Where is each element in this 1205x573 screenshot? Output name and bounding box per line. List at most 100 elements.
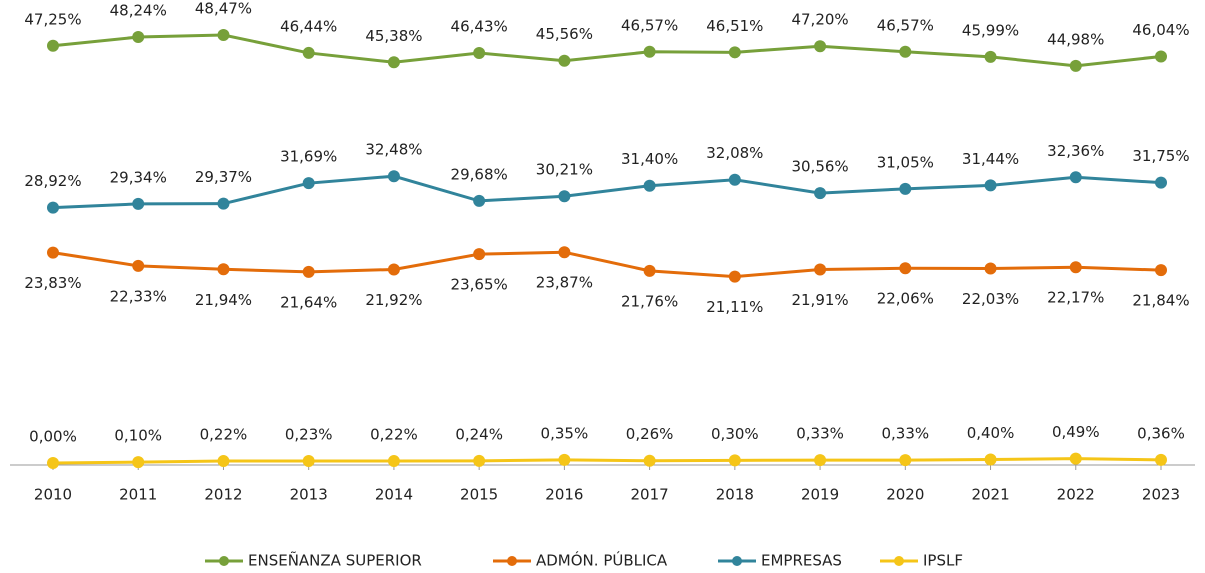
- data-point: [814, 454, 827, 467]
- data-label: 0,33%: [796, 425, 844, 443]
- data-point: [473, 194, 486, 207]
- data-label: 46,44%: [280, 17, 337, 35]
- data-label: 31,69%: [280, 148, 337, 166]
- data-point: [47, 246, 59, 259]
- data-label: 48,47%: [195, 0, 252, 18]
- data-point: [1155, 50, 1167, 63]
- x-tick-label: 2018: [716, 486, 754, 504]
- data-point: [643, 264, 656, 277]
- x-tick-label: 2019: [801, 486, 839, 504]
- data-point: [387, 263, 400, 276]
- x-tick-label: 2013: [290, 486, 328, 504]
- data-label: 22,33%: [110, 287, 167, 305]
- data-point: [984, 453, 997, 466]
- data-point: [217, 263, 230, 276]
- data-label: 31,05%: [877, 153, 934, 171]
- data-label: 23,87%: [536, 274, 593, 292]
- data-label: 29,37%: [195, 168, 252, 186]
- data-label: 46,57%: [877, 16, 934, 34]
- data-point: [1069, 59, 1082, 72]
- data-point: [387, 455, 400, 468]
- data-point: [558, 190, 571, 203]
- data-label: 0,23%: [285, 425, 333, 443]
- data-point: [473, 47, 486, 60]
- data-label: 31,75%: [1132, 147, 1189, 165]
- data-point: [728, 173, 741, 186]
- data-label: 32,36%: [1047, 142, 1104, 160]
- data-label: 44,98%: [1047, 30, 1104, 48]
- data-label: 0,22%: [200, 426, 248, 444]
- series-line: [52, 174, 1162, 210]
- data-point: [643, 179, 656, 192]
- data-point: [217, 197, 230, 210]
- data-label: 0,26%: [626, 425, 674, 443]
- data-label: 45,56%: [536, 25, 593, 43]
- data-label: 46,51%: [706, 17, 763, 35]
- data-label: 23,83%: [24, 274, 81, 292]
- x-tick-label: 2020: [886, 486, 924, 504]
- data-label: 45,38%: [365, 27, 422, 45]
- data-point: [132, 197, 145, 210]
- data-label: 0,40%: [967, 424, 1015, 442]
- data-label: 0,49%: [1052, 423, 1100, 441]
- data-point: [1069, 171, 1082, 184]
- data-point: [899, 182, 912, 195]
- data-point: [643, 454, 656, 467]
- data-label: 46,04%: [1132, 21, 1189, 39]
- data-label: 21,84%: [1132, 292, 1189, 310]
- data-label: 32,48%: [365, 141, 422, 159]
- data-point: [1069, 452, 1082, 465]
- data-point: [899, 45, 912, 58]
- series-line: [52, 457, 1162, 465]
- data-point: [814, 187, 827, 200]
- x-tick-label: 2017: [631, 486, 669, 504]
- data-point: [302, 454, 315, 467]
- data-point: [984, 179, 997, 192]
- data-point: [473, 454, 486, 467]
- data-label: 21,91%: [791, 291, 848, 309]
- data-point: [302, 265, 315, 278]
- data-label: 21,11%: [706, 298, 763, 316]
- data-label: 47,25%: [24, 10, 81, 28]
- data-point: [302, 177, 315, 190]
- data-point: [814, 40, 827, 53]
- x-tick-label: 2016: [545, 486, 583, 504]
- data-label: 29,34%: [110, 168, 167, 186]
- x-tick-label: 2014: [375, 486, 413, 504]
- data-point: [558, 453, 571, 466]
- data-point: [387, 56, 400, 69]
- data-label: 31,40%: [621, 150, 678, 168]
- data-point: [984, 50, 997, 63]
- data-label: 46,57%: [621, 16, 678, 34]
- legend-swatch-dot: [507, 556, 517, 566]
- data-label: 47,20%: [791, 11, 848, 29]
- data-label: 22,17%: [1047, 289, 1104, 307]
- x-tick-label: 2021: [971, 486, 1009, 504]
- data-point: [1155, 453, 1167, 466]
- data-point: [47, 201, 59, 214]
- data-point: [217, 455, 230, 468]
- data-label: 23,65%: [451, 276, 508, 294]
- data-point: [47, 457, 59, 469]
- data-label: 0,00%: [29, 428, 77, 446]
- data-point: [643, 45, 656, 58]
- data-point: [47, 39, 59, 52]
- series-line: [52, 250, 1162, 279]
- data-point: [558, 246, 571, 259]
- data-label: 0,24%: [455, 425, 503, 443]
- data-label: 30,56%: [791, 158, 848, 176]
- data-label: 21,76%: [621, 292, 678, 310]
- data-label: 21,92%: [365, 291, 422, 309]
- data-label: 0,33%: [881, 425, 929, 443]
- data-point: [132, 259, 145, 272]
- x-tick-label: 2022: [1057, 486, 1095, 504]
- data-label: 32,08%: [706, 144, 763, 162]
- legend-swatch-dot: [894, 556, 904, 566]
- legend-label: ADMÓN. PÚBLICA: [536, 551, 668, 570]
- data-label: 30,21%: [536, 161, 593, 179]
- data-point: [217, 29, 230, 42]
- data-label: 0,36%: [1137, 424, 1185, 442]
- data-point: [899, 454, 912, 467]
- data-label: 29,68%: [451, 165, 508, 183]
